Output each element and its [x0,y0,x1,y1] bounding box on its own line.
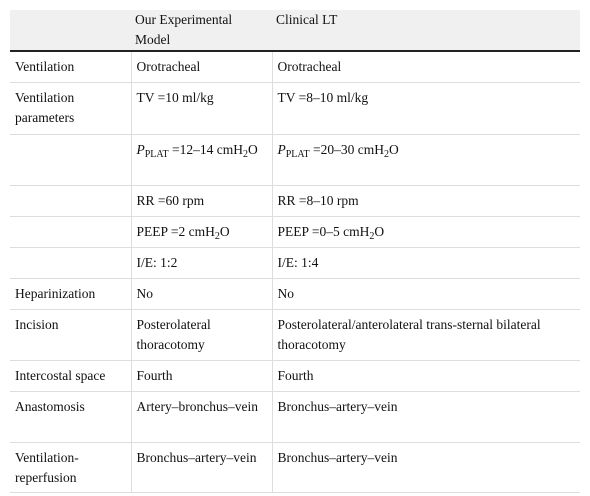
table-cell: TV =10 ml/kg [130,82,272,135]
table-cell: Orotracheal [271,51,580,83]
table-cell: Posterolateral thoracotomy [130,309,272,361]
table-cell: Fourth [271,360,580,392]
table-cell: Bronchus–artery–vein [271,442,580,493]
table-cell: No [271,278,580,310]
table-cell [10,185,131,217]
table-row: I/E: 1:2 I/E: 1:4 [10,247,580,279]
table-cell: Anastomosis [10,391,131,443]
table-cell: TV =8–10 ml/kg [271,82,580,135]
subscript: 2 [369,231,375,242]
table-cell: Incision [10,309,131,361]
italic-symbol: P [277,142,286,157]
table-row: PEEP =2 cmH2O PEEP =0–5 cmH2O [10,216,580,248]
subscript: 2 [214,231,220,242]
table-cell: Fourth [130,360,272,392]
header-cell: Clinical LT [272,10,580,52]
table-cell: Ventilation parameters [10,82,131,135]
table-cell: RR =8–10 rpm [271,185,580,217]
table-cell: Bronchus–artery–vein [271,391,580,443]
header-cell [10,10,131,52]
table-cell: Bronchus–artery–vein [130,442,272,493]
text-run: PEEP =2 cmH [136,224,215,239]
header-row: Our Experimental Model Clinical LT [10,10,580,52]
table-cell: I/E: 1:2 [130,247,272,279]
table-cell: Ventilation-reperfusion [10,442,131,493]
table-row: Incision Posterolateral thoracotomy Poster… [10,309,580,361]
table-cell: No [130,278,272,310]
table-cell: Artery–bronchus–vein [130,391,272,443]
text-run: =12–14 cmH [168,142,244,157]
table-cell: PPLAT =12–14 cmH2O [130,134,272,186]
text-run: O [374,224,385,239]
table-cell: PEEP =2 cmH2O [130,216,272,248]
text-run: O [389,142,399,157]
table-row: RR =60 rpm RR =8–10 rpm [10,185,580,217]
table-cell: Ventilation [10,51,131,83]
header-cell: Our Experimental Model [131,10,272,52]
table-cell: Intercostal space [10,360,131,392]
text-run: O [248,142,258,157]
table-cell: PPLAT =20–30 cmH2O [271,134,580,186]
table-row: Ventilation Orotracheal Orotracheal [10,51,580,83]
subscript: PLAT [144,149,169,160]
subscript: 2 [243,149,249,160]
table-row: Ventilation parameters TV =10 ml/kg TV =8–… [10,82,580,135]
table-cell: Heparinization [10,278,131,310]
comparison-table: Our Experimental Model Clinical LT Ventil… [10,10,580,493]
text-run: =20–30 cmH [309,142,385,157]
text-run: O [219,224,230,239]
table-cell [10,247,131,279]
table-cell: I/E: 1:4 [271,247,580,279]
table-cell: Posterolateral/anterolateral trans-stern… [271,309,580,361]
table-row: Heparinization No No [10,278,580,310]
table-row: PPLAT =12–14 cmH2O PPLAT =20–30 cmH2O [10,134,580,186]
table-cell [10,216,131,248]
subscript: PLAT [285,149,310,160]
text-run: PEEP =0–5 cmH [277,224,370,239]
subscript: 2 [384,149,390,160]
table-row: Ventilation-reperfusion Bronchus–artery–v… [10,442,580,493]
table-cell: PEEP =0–5 cmH2O [271,216,580,248]
table-cell: Orotracheal [130,51,272,83]
table-row: Intercostal space Fourth Fourth [10,360,580,392]
table-cell [10,134,131,186]
table-cell: RR =60 rpm [130,185,272,217]
table-row: Anastomosis Artery–bronchus–vein Bronchus–… [10,391,580,443]
italic-symbol: P [136,142,145,157]
